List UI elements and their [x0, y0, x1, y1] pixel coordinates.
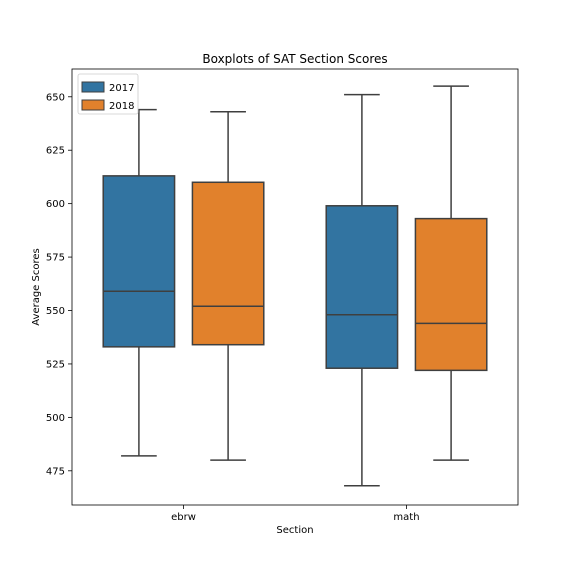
y-tick-label: 500 [46, 413, 65, 424]
box-iqr [191, 181, 265, 346]
y-tick-label: 600 [46, 199, 65, 210]
y-tick-label: 475 [46, 466, 65, 477]
box-iqr [102, 175, 176, 348]
axes: 475 500 525 550 575 600 625 650 ebrw math [46, 92, 420, 523]
chart-title: Boxplots of SAT Section Scores [202, 52, 387, 66]
box-2017-math [325, 93, 399, 487]
y-tick-label: 650 [46, 92, 65, 103]
x-tick-label: math [393, 512, 419, 523]
legend: 2017 2018 [77, 73, 139, 115]
y-axis-label: Average Scores [31, 248, 42, 325]
plot-area [102, 85, 488, 487]
legend-label-2017: 2017 [109, 83, 134, 94]
box-iqr [414, 217, 488, 372]
box-2017-ebrw [102, 108, 176, 457]
y-tick-label: 525 [46, 359, 65, 370]
box-2018-math [414, 85, 488, 461]
plot-frame [71, 68, 519, 506]
x-tick-label: ebrw [171, 512, 196, 523]
legend-swatch-2018 [81, 99, 105, 111]
y-tick-label: 625 [46, 146, 65, 157]
legend-swatch-2017 [81, 81, 105, 93]
box-2018-ebrw [191, 110, 265, 461]
y-tick-label: 575 [46, 253, 65, 264]
box-iqr [325, 205, 399, 369]
y-tick-label: 550 [46, 306, 65, 317]
legend-label-2018: 2018 [109, 101, 134, 112]
x-axis-label: Section [276, 525, 313, 536]
